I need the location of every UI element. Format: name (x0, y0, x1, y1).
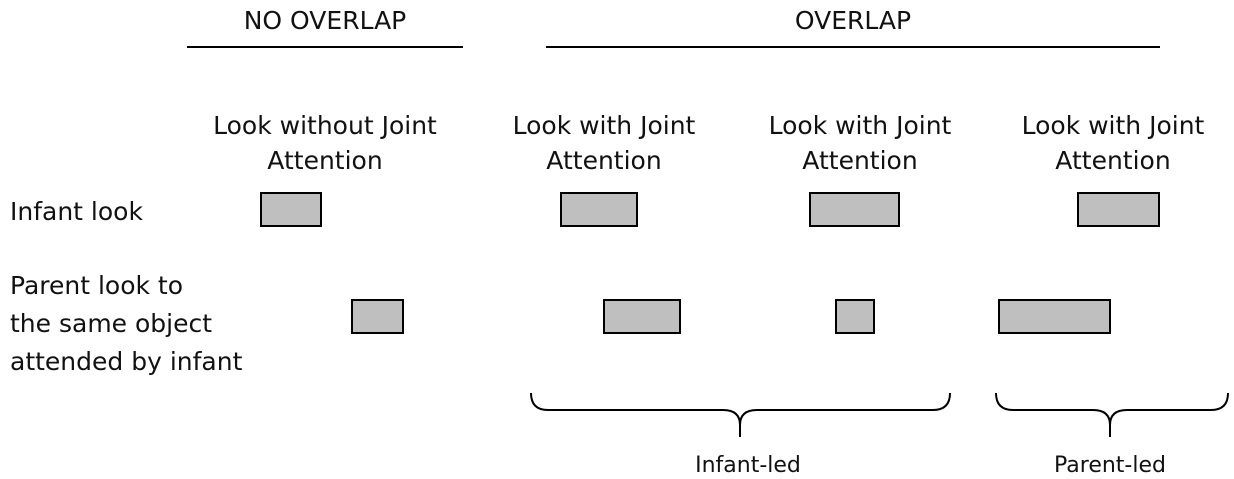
header: OVERLAP (795, 6, 911, 35)
infant-look-box (1077, 192, 1160, 227)
column-label: Look with Joint (1022, 111, 1205, 140)
infant-look-box (260, 192, 322, 227)
row-label: attended by infant (10, 347, 243, 376)
row-label: the same object (10, 309, 212, 338)
column-label: Attention (546, 146, 661, 175)
infant-look-box (809, 192, 900, 227)
column-label: Look without Joint (213, 111, 437, 140)
brace-label: Parent-led (1054, 453, 1166, 478)
column-label: Attention (802, 146, 917, 175)
parent-look-box (603, 299, 681, 334)
row-label: Parent look to (10, 271, 183, 300)
brace-label: Infant-led (695, 453, 801, 478)
parent-look-box (351, 299, 404, 334)
parent-look-box (835, 299, 875, 334)
column-label: Look with Joint (513, 111, 696, 140)
parent-look-box (998, 299, 1111, 334)
column-label: Attention (267, 146, 382, 175)
header: NO OVERLAP (244, 6, 407, 35)
column-label: Attention (1055, 146, 1170, 175)
column-label: Look with Joint (769, 111, 952, 140)
row-label: Infant look (10, 197, 143, 226)
brace (995, 392, 1229, 437)
infant-look-box (560, 192, 638, 227)
brace (530, 392, 951, 437)
